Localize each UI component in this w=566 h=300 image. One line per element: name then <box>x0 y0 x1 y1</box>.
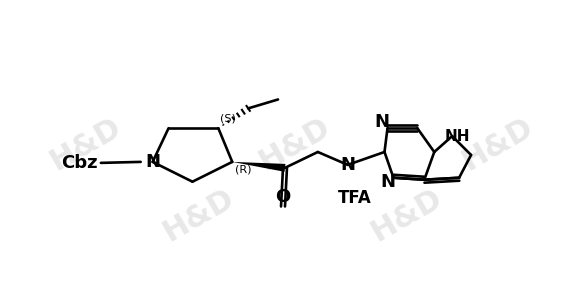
Text: Cbz: Cbz <box>61 154 97 172</box>
Text: TFA: TFA <box>338 189 371 207</box>
Text: N: N <box>145 153 160 171</box>
Text: N: N <box>374 113 389 131</box>
Text: H&D: H&D <box>366 184 448 247</box>
Text: O: O <box>276 188 290 206</box>
Text: H&D: H&D <box>158 184 239 247</box>
Text: NH: NH <box>444 129 470 144</box>
Text: N: N <box>380 173 395 191</box>
Text: H&D: H&D <box>254 112 335 176</box>
Text: N: N <box>340 156 355 174</box>
Polygon shape <box>232 162 285 172</box>
Text: H&D: H&D <box>45 112 127 176</box>
Text: (S): (S) <box>220 113 236 123</box>
Text: H&D: H&D <box>456 112 538 176</box>
Text: (R): (R) <box>235 165 251 175</box>
